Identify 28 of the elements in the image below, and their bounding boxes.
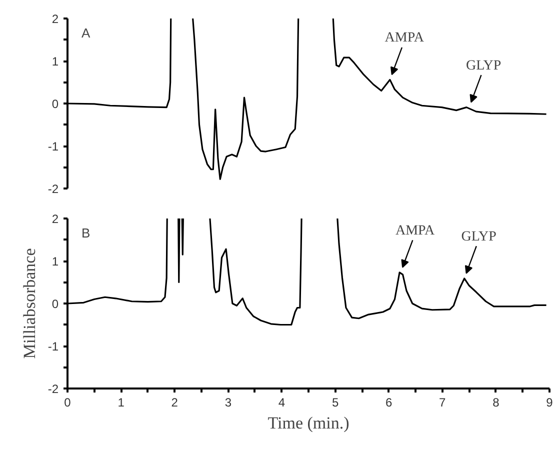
x-tick-label: 7	[439, 396, 446, 410]
y-tick-label: 2	[52, 12, 59, 26]
y-tick-label: 1	[52, 254, 59, 268]
y-tick-label: -2	[48, 382, 59, 396]
x-tick-label: 9	[546, 396, 554, 410]
annotation: GLYP	[466, 58, 502, 74]
y-axis-title: Milliabsorbance	[20, 248, 39, 359]
x-tick-label: 3	[224, 396, 232, 410]
y-tick-label: 1	[52, 54, 59, 68]
x-tick-label: 2	[171, 396, 178, 410]
y-tick-label: 0	[52, 297, 59, 311]
x-tick-label: 0	[64, 396, 72, 410]
x-axis-title: Time (min.)	[268, 414, 350, 432]
y-tick-label: -1	[48, 340, 59, 354]
x-tick-label: 8	[492, 396, 500, 410]
x-tick-label: 1	[118, 396, 125, 410]
x-tick-label: 5	[332, 396, 339, 410]
y-tick-label: -2	[48, 182, 59, 196]
y-tick-label: -1	[48, 140, 59, 154]
x-tick-label: 6	[385, 396, 392, 410]
annotation: AMPA	[384, 30, 425, 46]
text: A	[82, 26, 90, 40]
annotation: GLYP	[461, 229, 497, 244]
annotation: AMPA	[395, 223, 436, 238]
text: B	[82, 226, 90, 240]
y-tick-label: 0	[52, 97, 59, 111]
x-tick-label: 4	[278, 396, 286, 410]
y-tick-label: 2	[52, 212, 59, 226]
